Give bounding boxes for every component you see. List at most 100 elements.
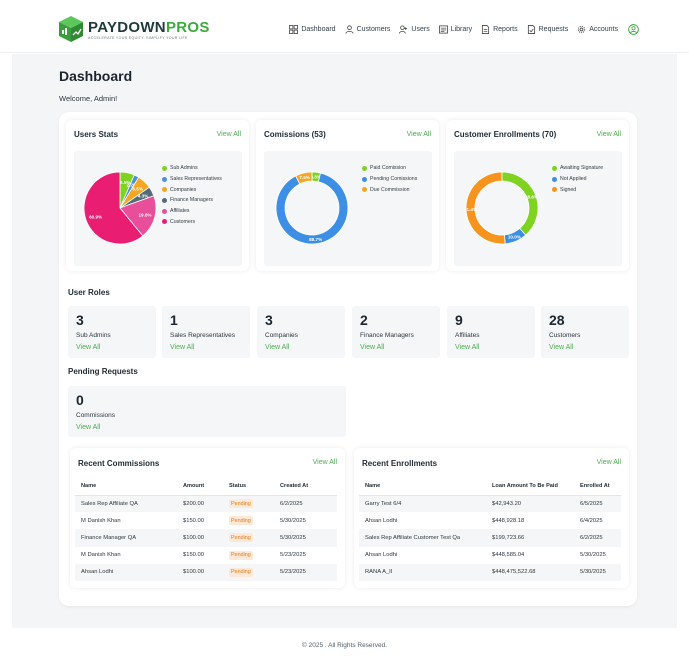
role-count: 28 <box>549 312 565 328</box>
column-header[interactable]: Loan Amount To Be Paid <box>486 478 574 496</box>
customer-enrollments-card: Customer Enrollments (70) View All 38.6%… <box>446 120 629 271</box>
commissions-view-all-link[interactable]: View All <box>406 131 431 138</box>
legend-item-awaiting-signature[interactable]: Awaiting Signature <box>552 163 603 174</box>
column-header[interactable]: Status <box>223 478 274 496</box>
pending-count: 0 <box>76 392 84 408</box>
nav-dashboard[interactable]: Dashboard <box>289 25 336 34</box>
commissions-card: Comissions (53) View All 3.8% 88.7% 7.5% P… <box>256 120 439 271</box>
footer-copyright: © 2025 . All Rights Reserved. <box>302 642 387 649</box>
enrollments-legend: Awaiting Signature Not Applied Signed <box>552 163 603 195</box>
role-label: Finance Managers <box>360 332 414 339</box>
recent-enrollments-view-all-link[interactable]: View All <box>596 459 621 466</box>
nav-customers[interactable]: Customers <box>345 25 390 34</box>
slice-percent-label: 2.2% <box>127 183 137 188</box>
page-title: Dashboard <box>59 68 133 84</box>
role-card-customers[interactable]: 28 Customers View All <box>541 306 629 358</box>
main-nav: Dashboard Customers Users Library Report… <box>289 24 639 35</box>
legend-item-pending-comissions[interactable]: Pending Comissions <box>362 174 417 185</box>
table-row[interactable]: Sales Rep Affiliate Customer Test Qa $19… <box>359 529 621 547</box>
legend-item-finance-managers[interactable]: Finance Managers <box>162 195 222 206</box>
pending-label: Commissions <box>76 412 116 419</box>
commissions-legend: Paid Comission Pending Comissions Due Co… <box>362 163 417 195</box>
users-stats-legend: Sub Admins Sales Representatives Compani… <box>162 163 222 227</box>
role-view-all-link[interactable]: View All <box>265 344 290 351</box>
role-card-sub-admins[interactable]: 3 Sub Admins View All <box>68 306 156 358</box>
column-header[interactable]: Enrolled At <box>574 478 621 496</box>
pending-view-all-link[interactable]: View All <box>76 424 101 431</box>
users-stats-card: Users Stats View All 6.5% 2.2% 6.5% 4.3% 19.… <box>66 120 249 271</box>
role-card-companies[interactable]: 3 Companies View All <box>257 306 345 358</box>
role-view-all-link[interactable]: View All <box>76 344 101 351</box>
column-header[interactable]: Created At <box>274 478 337 496</box>
recent-commissions-card: Recent Commissions View All Name Amount … <box>70 448 345 588</box>
pie-slice-due-commission[interactable] <box>295 171 313 185</box>
pie-slice-signed[interactable] <box>465 171 506 245</box>
requests-icon <box>527 25 535 34</box>
role-label: Customers <box>549 332 581 339</box>
paydownpros-logo[interactable]: PAYDOWNPROS ACCELERATE YOUR EQUITY. SIMP… <box>58 15 209 45</box>
nav-reports[interactable]: Reports <box>481 25 518 34</box>
recent-enrollments-table: Name Loan Amount To Be Paid Enrolled At … <box>359 478 621 581</box>
table-row[interactable]: Ahsan Lodhi $448,585.04 5/30/2025 <box>365 552 606 559</box>
recent-commissions-table: Name Amount Status Created At Sales Rep … <box>75 478 337 581</box>
users-stats-view-all-link[interactable]: View All <box>216 131 241 138</box>
legend-item-sub-admins[interactable]: Sub Admins <box>162 163 222 174</box>
pie-slice-affiliates[interactable] <box>119 195 157 237</box>
user-profile-icon[interactable] <box>628 24 639 35</box>
commissions-donut-chart: 3.8% 88.7% 7.5% <box>275 171 349 245</box>
table-row[interactable]: Sales Rep Affiliate QA $200.00 Pending 6… <box>75 495 337 513</box>
slice-percent-label: 88.7% <box>309 237 322 242</box>
table-row[interactable]: RANA A_II $448,475,522.68 5/30/2025 <box>359 563 621 581</box>
users-stats-chart-box: 6.5% 2.2% 6.5% 4.3% 19.6% 60.9% Sub Admins Sa… <box>74 151 242 266</box>
legend-item-affiliates[interactable]: Affiliates <box>162 206 222 217</box>
status-badge: Pending <box>229 567 253 577</box>
table-row[interactable]: M Danish Khan $150.00 Pending 5/23/2025 <box>81 550 306 560</box>
role-count: 9 <box>455 312 463 328</box>
slice-percent-label: 38.6% <box>525 195 538 200</box>
role-view-all-link[interactable]: View All <box>455 344 480 351</box>
users-stats-pie-chart: 6.5%2.2%6.5% 4.3% 19.6% 60.9% <box>83 171 157 245</box>
table-row[interactable]: Finance Manager QA $100.00 Pending 5/30/… <box>75 529 337 547</box>
recent-commissions-view-all-link[interactable]: View All <box>312 459 337 466</box>
table-row[interactable]: Garry Test 6/4 $42,943.20 6/5/2025 <box>359 495 621 513</box>
nav-requests[interactable]: Requests <box>527 25 568 34</box>
customer-enrollments-view-all-link[interactable]: View All <box>596 131 621 138</box>
legend-item-companies[interactable]: Companies <box>162 184 222 195</box>
pie-slice-awaiting-signature[interactable] <box>501 171 539 236</box>
role-view-all-link[interactable]: View All <box>360 344 385 351</box>
table-row[interactable]: Ahsan Lodhi $100.00 Pending 5/23/2025 <box>75 563 337 581</box>
legend-item-not-applied[interactable]: Not Applied <box>552 174 603 185</box>
legend-item-signed[interactable]: Signed <box>552 184 603 195</box>
legend-item-paid-comission[interactable]: Paid Comission <box>362 163 417 174</box>
dashboard-content: Users Stats View All 6.5% 2.2% 6.5% 4.3% 19.… <box>59 112 637 606</box>
user-roles-title: User Roles <box>68 288 110 297</box>
role-label: Sub Admins <box>76 332 111 339</box>
column-header[interactable]: Name <box>359 478 486 496</box>
role-view-all-link[interactable]: View All <box>170 344 195 351</box>
pending-commissions-card[interactable]: 0 Commissions View All <box>68 386 346 437</box>
pie-slice-pending-comissions[interactable] <box>275 172 349 245</box>
role-label: Sales Representatives <box>170 332 236 339</box>
column-header[interactable]: Name <box>75 478 177 496</box>
legend-item-sales-representatives[interactable]: Sales Representatives <box>162 174 222 185</box>
slice-percent-label: 3.8% <box>311 174 321 179</box>
role-view-all-link[interactable]: View All <box>549 344 574 351</box>
legend-item-due-commission[interactable]: Due Commission <box>362 184 417 195</box>
role-card-finance-managers[interactable]: 2 Finance Managers View All <box>352 306 440 358</box>
role-card-affiliates[interactable]: 9 Affiliates View All <box>447 306 535 358</box>
legend-item-customers[interactable]: Customers <box>162 216 222 227</box>
recent-enrollments-title: Recent Enrollments <box>362 459 438 468</box>
slice-percent-label: 7.5% <box>299 175 309 180</box>
role-card-sales-representatives[interactable]: 1 Sales Representatives View All <box>162 306 250 358</box>
nav-accounts[interactable]: Accounts <box>577 25 618 34</box>
column-header[interactable]: Amount <box>177 478 223 496</box>
pie-slice-customers[interactable] <box>83 171 144 245</box>
welcome-message: Welcome, Admin! <box>59 94 118 103</box>
customers-icon <box>345 25 354 34</box>
nav-users[interactable]: Users <box>399 25 430 34</box>
pending-requests-title: Pending Requests <box>68 367 138 376</box>
slice-percent-label: 6.5% <box>132 187 142 192</box>
table-row[interactable]: Ahsan Lodhi $448,928.18 6/4/2025 <box>365 517 603 524</box>
table-row[interactable]: M Danish Khan $150.00 Pending 5/30/2025 <box>81 516 306 526</box>
nav-library[interactable]: Library <box>438 25 472 34</box>
